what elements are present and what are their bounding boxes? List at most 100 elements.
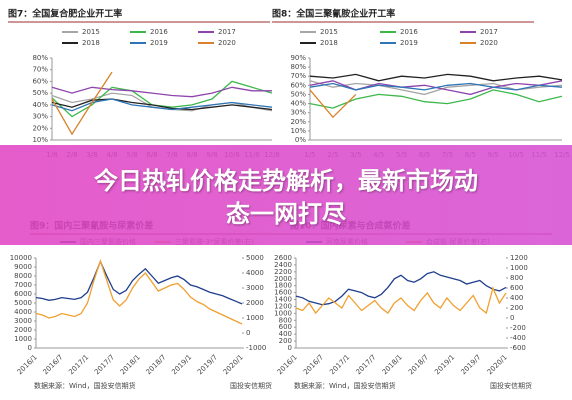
- series-line: [51, 86, 272, 98]
- y-tick-label: 600: [279, 323, 292, 331]
- x-tick-label: 2016/1: [276, 353, 299, 376]
- y2-tick-label: -1000: [246, 344, 266, 352]
- y-tick-label: 90%: [290, 54, 306, 62]
- series-line: [51, 98, 273, 112]
- y-tick-label: 3000: [14, 317, 32, 325]
- legend-label: 2018: [320, 39, 338, 47]
- y-tick-label: 2200: [274, 268, 292, 276]
- banner-title: 今日热轧价格走势解析，最新市场动态一网打尽: [94, 167, 478, 228]
- legend-label: 2016: [150, 28, 168, 36]
- x-tick-label: 2017/7: [354, 353, 377, 376]
- y2-tick-label: 1200: [510, 254, 528, 262]
- y-tick-label: 200: [279, 337, 292, 345]
- series-line: [309, 73, 563, 82]
- logo-text: 国投安信期货: [490, 381, 532, 390]
- y-tick-label: 1800: [274, 282, 292, 290]
- x-tick-label: 2018/7: [144, 353, 167, 376]
- y-tick-label: 5000: [14, 299, 32, 307]
- y-tick-label: 10%: [290, 127, 306, 135]
- y2-tick-label: 5000: [246, 254, 264, 262]
- y-tick-label: 30%: [290, 109, 306, 117]
- y2-tick-label: 800: [510, 274, 523, 282]
- y2-tick-label: 3000: [246, 284, 264, 292]
- y-tick-label: 50%: [32, 89, 48, 97]
- y-tick-label: 80%: [32, 54, 48, 62]
- x-tick-label: 2018/7: [407, 353, 430, 376]
- y-tick-label: 40%: [32, 101, 48, 109]
- y-tick-label: 30%: [32, 113, 48, 121]
- x-tick-label: 2016/7: [302, 353, 325, 376]
- y-tick-label: 800: [279, 316, 292, 324]
- legend-label: 2019: [150, 39, 168, 47]
- banner: 今日热轧价格走势解析，最新市场动态一网打尽: [0, 145, 572, 245]
- legend-label: 2020: [480, 39, 498, 47]
- y-tick-label: 10%: [32, 136, 48, 144]
- chart-title: 图7：全国复合肥企业开工率: [8, 8, 122, 20]
- y-tick-label: 2600: [274, 254, 292, 262]
- x-tick-label: 2019/1: [170, 353, 193, 376]
- x-tick-label: 2016/1: [16, 353, 39, 376]
- y-tick-label: 9000: [14, 263, 32, 271]
- series-line: [51, 71, 113, 136]
- legend-label: 2015: [82, 28, 100, 36]
- x-tick-label: 2019/7: [196, 353, 219, 376]
- y-tick-label: 400: [279, 330, 292, 338]
- y-tick-label: 0%: [295, 136, 306, 144]
- y2-tick-label: 200: [510, 304, 523, 312]
- y2-tick-label: 600: [510, 284, 523, 292]
- series-line: [295, 271, 507, 306]
- y-tick-label: 10000: [10, 254, 32, 262]
- x-tick-label: 2016/7: [41, 353, 64, 376]
- y-tick-label: 0: [288, 344, 292, 352]
- y-tick-label: 60%: [32, 77, 48, 85]
- series-line: [35, 259, 243, 305]
- legend-label: 2017: [480, 28, 498, 36]
- y2-tick-label: 2000: [246, 299, 264, 307]
- y2-tick-label: -600: [510, 344, 526, 352]
- y2-tick-label: 0: [510, 314, 514, 322]
- y-tick-label: 2000: [274, 275, 292, 283]
- legend-label: 2020: [218, 39, 236, 47]
- y-tick-label: 20%: [32, 124, 48, 132]
- y2-tick-label: -200: [510, 324, 526, 332]
- chart-title: 图8：全国三聚氰胺企业开工率: [272, 8, 395, 20]
- x-tick-label: 2020/1: [486, 353, 509, 376]
- y2-tick-label: 1000: [510, 264, 528, 272]
- y-tick-label: 50%: [290, 90, 306, 98]
- y2-tick-label: 1000: [246, 314, 264, 322]
- y-tick-label: 1600: [274, 289, 292, 297]
- source-note: 数据来源：Wind，国投安信期货: [294, 381, 396, 390]
- x-tick-label: 2019/1: [433, 353, 456, 376]
- y-tick-label: 1200: [274, 302, 292, 310]
- y-tick-label: 20%: [290, 118, 306, 126]
- x-tick-label: 2020/1: [222, 353, 245, 376]
- logo-text: 国投安信期货: [230, 381, 272, 390]
- x-tick-label: 2017/1: [328, 353, 351, 376]
- y-tick-label: 1000: [14, 335, 32, 343]
- series-line: [35, 258, 243, 325]
- x-tick-label: 2017/7: [93, 353, 116, 376]
- series-line: [51, 98, 273, 111]
- y-tick-label: 1000: [274, 309, 292, 317]
- y-tick-label: 6000: [14, 290, 32, 298]
- x-tick-label: 2019/7: [459, 353, 482, 376]
- y-tick-label: 7000: [14, 281, 32, 289]
- y2-tick-label: 400: [510, 294, 523, 302]
- y-tick-label: 2000: [14, 326, 32, 334]
- y-tick-label: 4000: [14, 308, 32, 316]
- legend-label: 2017: [218, 28, 236, 36]
- y2-tick-label: -400: [510, 334, 526, 342]
- legend-label: 2018: [82, 39, 100, 47]
- y-tick-label: 80%: [290, 63, 306, 71]
- y-tick-label: 40%: [290, 100, 306, 108]
- y-tick-label: 70%: [32, 66, 48, 74]
- series-line: [309, 89, 357, 119]
- y-tick-label: 2400: [274, 261, 292, 269]
- y2-tick-label: 0: [246, 329, 250, 337]
- y-tick-label: 0: [28, 344, 32, 352]
- y-tick-label: 60%: [290, 81, 306, 89]
- x-tick-label: 2017/1: [67, 353, 90, 376]
- y2-tick-label: 4000: [246, 269, 264, 277]
- x-tick-label: 2018/1: [119, 353, 142, 376]
